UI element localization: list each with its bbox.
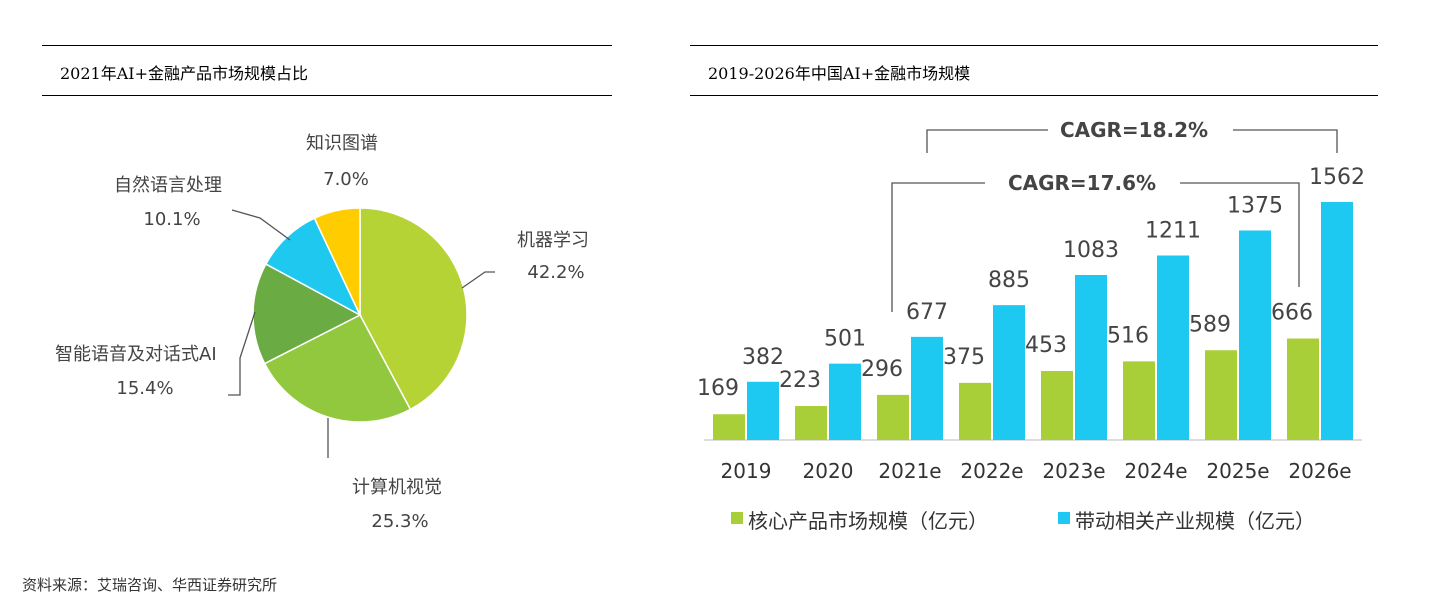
cagr-label-outer: CAGR=18.2% <box>1060 118 1208 142</box>
bar-s0-2023e <box>1041 370 1073 440</box>
pie-label-0: 机器学习 <box>517 230 589 251</box>
legend-label-0: 核心产品市场规模（亿元） <box>748 509 988 533</box>
source-note: 资料来源：艾瑞咨询、华西证券研究所 <box>22 576 278 594</box>
pie-slice-2 <box>252 263 362 365</box>
pie-leader-line-3 <box>231 209 291 241</box>
cagr-bracket-outer-left <box>926 129 1048 153</box>
bar-s0-2022e <box>959 382 991 440</box>
bar-title-rule-top <box>690 45 1378 46</box>
pie-leader-line-0 <box>461 271 495 289</box>
bar-s1-2026e <box>1321 202 1353 440</box>
x-tick-2019: 2019 <box>721 459 772 483</box>
x-tick-2020: 2020 <box>803 459 854 483</box>
cagr-label-inner: CAGR=17.6% <box>1008 171 1156 195</box>
bar-value-s0-2022e: 375 <box>943 345 985 370</box>
legend-swatch-0 <box>731 512 743 524</box>
pie-value-3: 10.1% <box>143 209 200 230</box>
x-tick-2021e: 2021e <box>878 459 941 483</box>
pie-slice-4 <box>313 207 361 316</box>
pie-title-rule-top <box>42 45 612 46</box>
bar-s1-2025e <box>1239 230 1271 440</box>
pie-title-rule-bottom <box>42 95 612 96</box>
bar-s1-2022e <box>993 305 1025 440</box>
pie-label-2: 智能语音及对话式AI <box>55 344 217 365</box>
x-tick-2025e: 2025e <box>1206 459 1269 483</box>
pie-value-4: 7.0% <box>323 169 369 190</box>
x-tick-2026e: 2026e <box>1288 459 1351 483</box>
bar-s1-2019 <box>747 381 779 440</box>
pie-value-1: 25.3% <box>371 511 428 532</box>
legend-label-1: 带动相关产业规模（亿元） <box>1075 509 1315 533</box>
bar-s0-2026e <box>1287 338 1319 440</box>
cagr-bracket-inner-right <box>1180 182 1300 287</box>
bar-value-s1-2023e: 1083 <box>1063 238 1119 263</box>
bar-value-s0-2021e: 296 <box>861 357 903 382</box>
bar-value-s0-2023e: 453 <box>1025 333 1067 358</box>
bar-value-s0-2026e: 666 <box>1271 301 1313 326</box>
bar-value-s0-2025e: 589 <box>1189 312 1231 337</box>
bar-title-rule-bottom <box>690 95 1378 96</box>
bar-value-s1-2025e: 1375 <box>1227 193 1283 218</box>
bar-value-s1-2021e: 677 <box>906 300 948 325</box>
bar-value-s1-2022e: 885 <box>988 268 1030 293</box>
bar-s0-2021e <box>877 394 909 440</box>
x-tick-2022e: 2022e <box>960 459 1023 483</box>
bar-s0-2019 <box>713 414 745 440</box>
bar-s0-2024e <box>1123 361 1155 440</box>
bar-panel-title: 2019-2026年中国AI+金融市场规模 <box>708 64 971 83</box>
pie-label-3: 自然语言处理 <box>114 175 222 196</box>
bar-value-s0-2020: 223 <box>779 368 821 393</box>
bar-s1-2024e <box>1157 255 1189 440</box>
bar-s0-2020 <box>795 406 827 440</box>
pie-panel-title: 2021年AI+金融产品市场规模占比 <box>60 64 309 83</box>
bar-value-s1-2019: 382 <box>742 345 784 370</box>
bar-value-s0-2019: 169 <box>697 376 739 401</box>
pie-value-2: 15.4% <box>116 378 173 399</box>
pie-label-1: 计算机视觉 <box>352 477 442 498</box>
pie-label-4: 知识图谱 <box>306 133 378 154</box>
cagr-bracket-outer-right <box>1233 129 1338 153</box>
cagr-bracket-inner-left <box>891 182 985 312</box>
pie-chart: 机器学习 42.2% 计算机视觉 25.3% 智能语音及对话式AI 15.4% 自然语言处理… <box>55 133 589 532</box>
pie-slice-1 <box>263 313 412 423</box>
x-tick-2024e: 2024e <box>1124 459 1187 483</box>
bar-value-s1-2024e: 1211 <box>1145 218 1201 243</box>
bar-value-s1-2020: 501 <box>824 327 866 352</box>
bar-value-s0-2024e: 516 <box>1107 323 1149 348</box>
bar-s0-2025e <box>1205 350 1237 440</box>
bar-s1-2023e <box>1075 274 1107 440</box>
pie-slice-0 <box>359 207 468 411</box>
x-tick-2023e: 2023e <box>1042 459 1105 483</box>
bar-value-s1-2026e: 1562 <box>1309 165 1365 190</box>
legend-swatch-1 <box>1058 512 1070 524</box>
bar-s1-2021e <box>911 336 943 440</box>
pie-leader-line-2 <box>228 311 256 396</box>
bar-s1-2020 <box>829 363 861 440</box>
pie-value-0: 42.2% <box>527 262 584 283</box>
